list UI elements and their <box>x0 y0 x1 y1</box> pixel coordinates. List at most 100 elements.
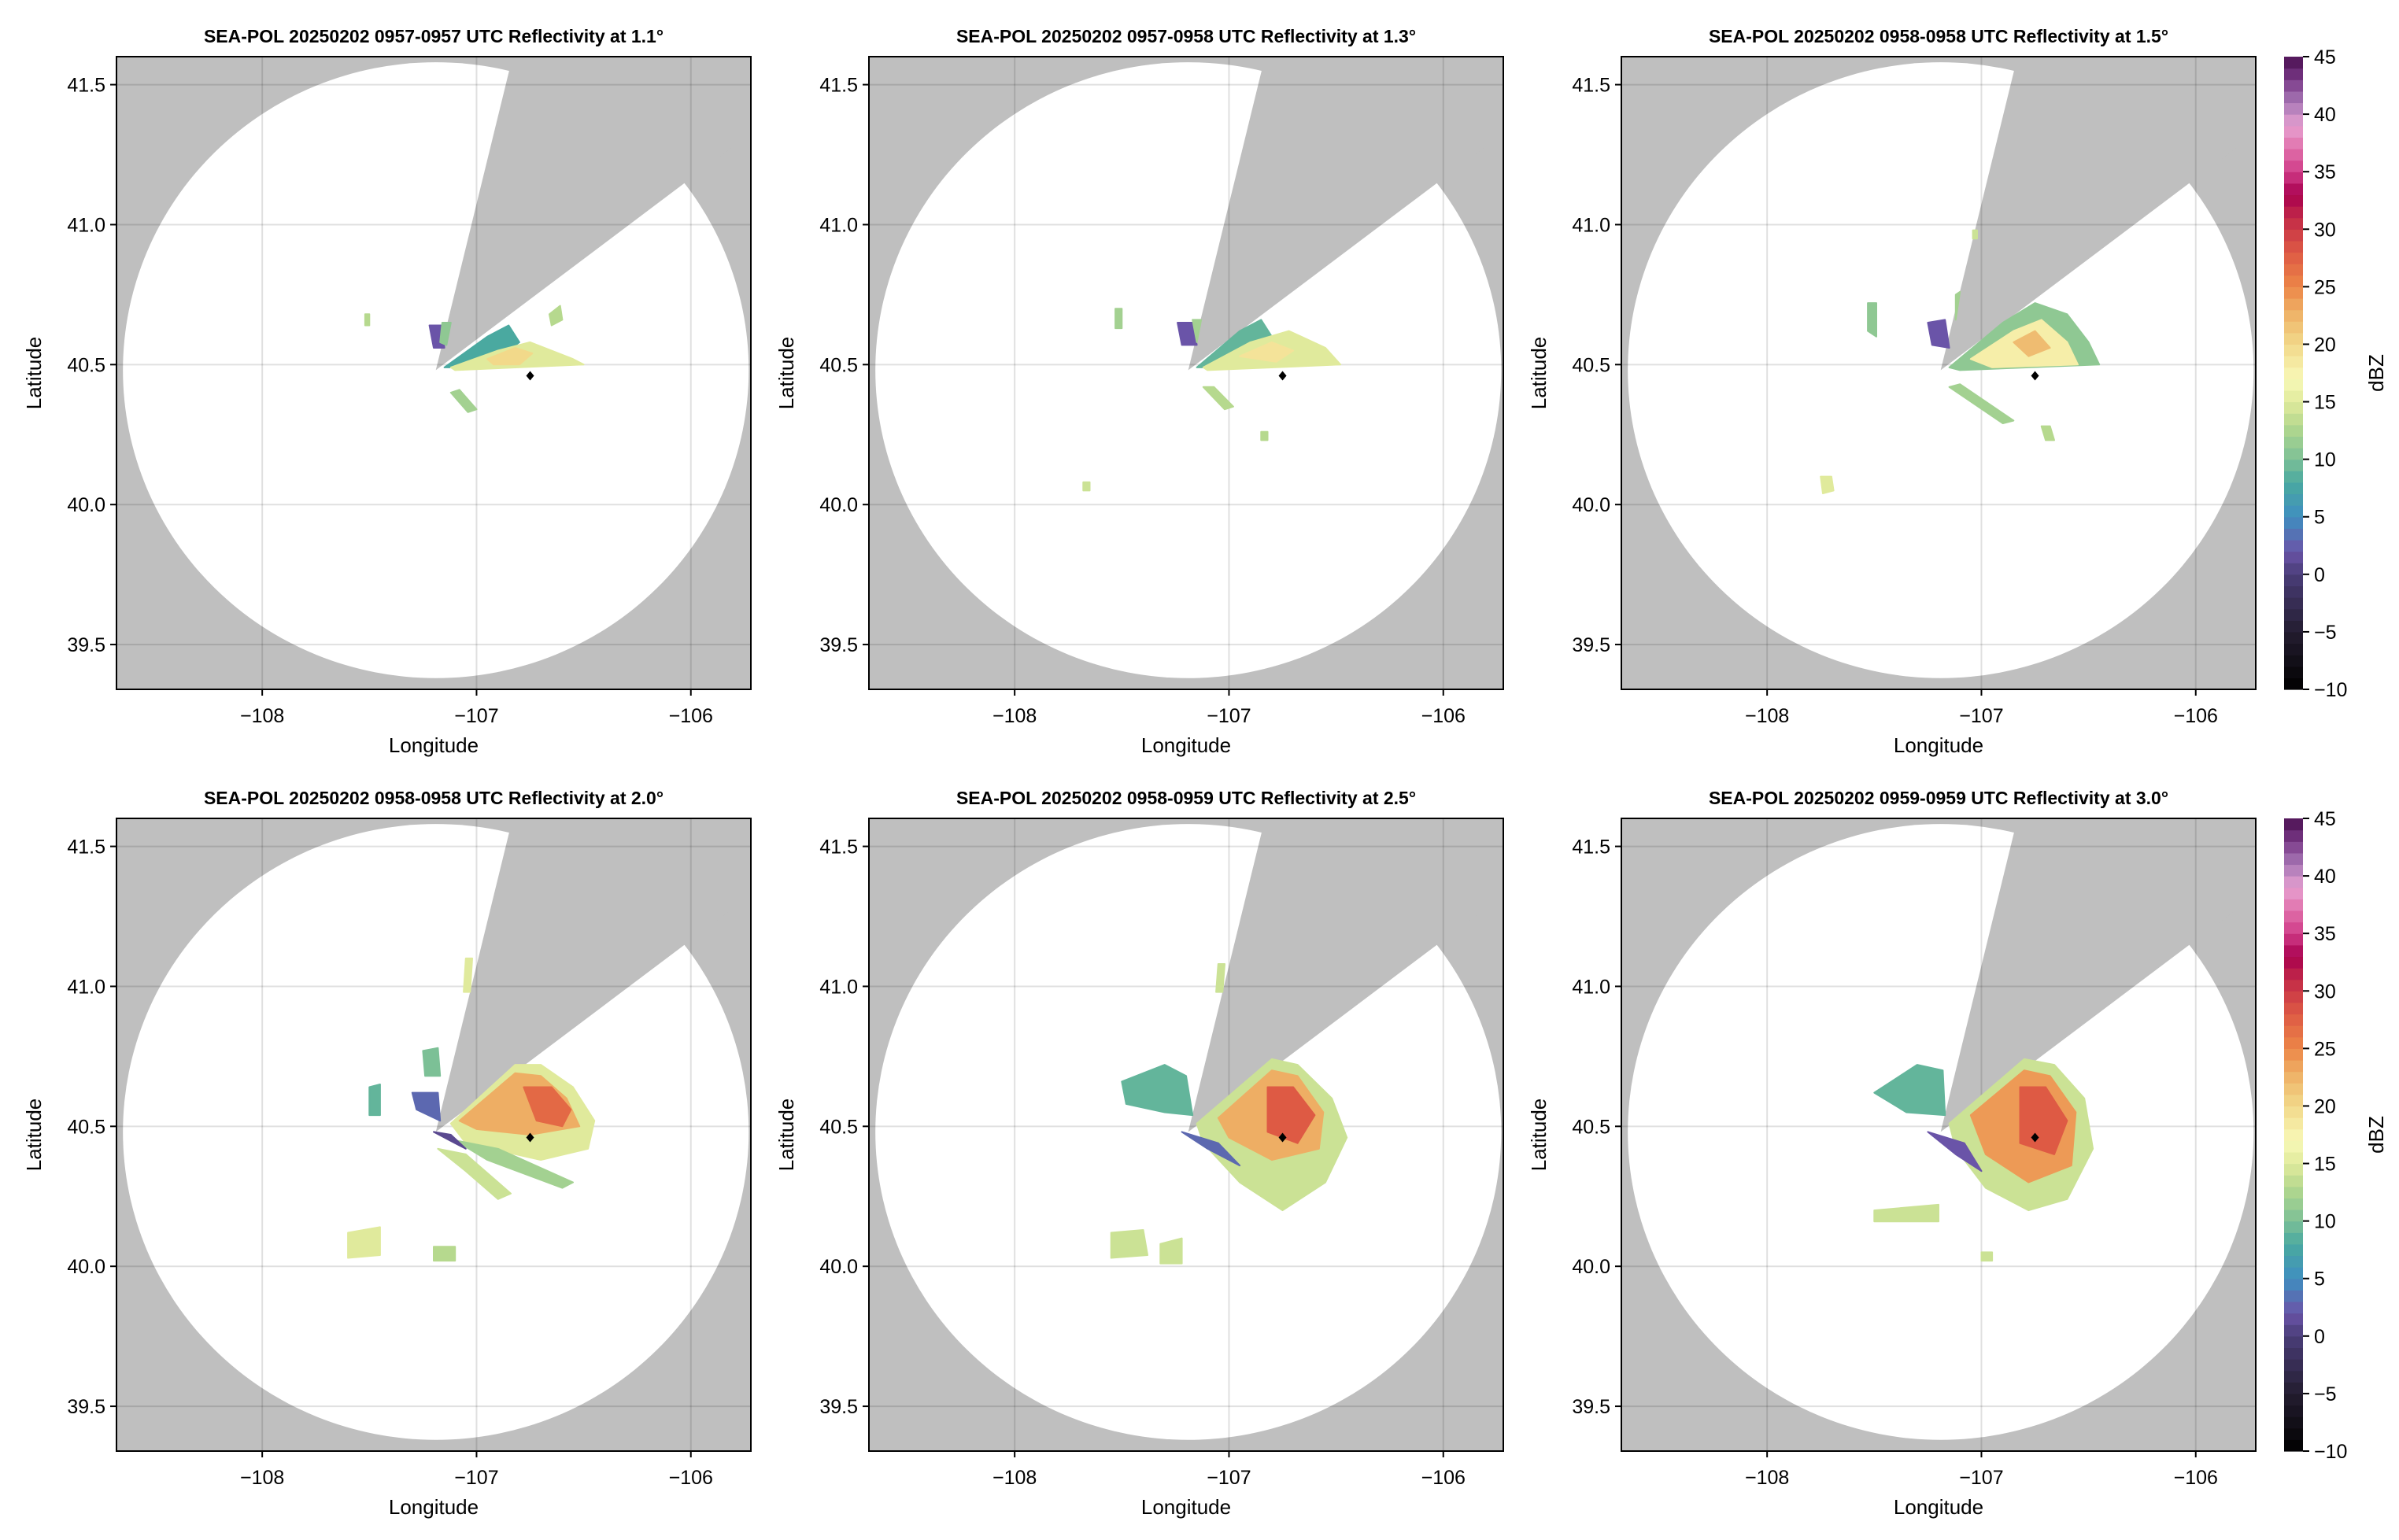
colorbar-bin <box>2284 608 2303 621</box>
reflectivity-echo <box>1972 229 1978 240</box>
x-tick-label: −106 <box>2174 1467 2218 1489</box>
colorbar-bin <box>2284 968 2303 981</box>
x-axis-label: Longitude <box>1141 1495 1231 1519</box>
colorbar-bin <box>2284 1347 2303 1360</box>
x-axis-label: Longitude <box>389 733 479 757</box>
reflectivity-echo <box>1114 308 1123 330</box>
colorbar-bin <box>2284 979 2303 992</box>
site-marker <box>526 1132 534 1143</box>
colorbar-bin <box>2284 1313 2303 1325</box>
panel-title: SEA-POL 20250202 0958-0958 UTC Reflectiv… <box>204 788 664 808</box>
colorbar-bin <box>2284 1393 2303 1406</box>
colorbar-bin <box>2284 57 2303 69</box>
colorbar-tick-label: 30 <box>2314 981 2336 1003</box>
reflectivity-echo <box>1202 386 1234 411</box>
colorbar-bin <box>2284 206 2303 219</box>
colorbar-bin <box>2284 829 2303 842</box>
site-marker <box>1278 1132 1287 1143</box>
colorbar-bin <box>2284 102 2303 115</box>
colorbar-bin <box>2284 852 2303 866</box>
y-tick-label: 39.5 <box>67 1396 105 1418</box>
reflectivity-echo <box>1159 1237 1183 1265</box>
colorbar-tick-label: −10 <box>2314 679 2347 701</box>
plot-area <box>1621 57 2256 689</box>
x-tick-label: −108 <box>992 705 1037 727</box>
colorbar-bin <box>2284 887 2303 899</box>
colorbar-bin <box>2284 574 2303 587</box>
reflectivity-echo <box>549 305 564 327</box>
colorbar-bin <box>2284 505 2303 518</box>
x-tick-label: −106 <box>669 705 713 727</box>
x-tick-label: −106 <box>2174 705 2218 727</box>
colorbar-bin <box>2284 1243 2303 1257</box>
colorbar-bin <box>2284 539 2303 552</box>
reflectivity-echo <box>523 1086 572 1128</box>
x-axis-label: Longitude <box>1894 733 1983 757</box>
colorbar-bin <box>2284 482 2303 495</box>
colorbar-bin <box>2284 252 2303 264</box>
colorbar-bin <box>2284 1278 2303 1291</box>
colorbar-bin <box>2284 655 2303 667</box>
panel-title: SEA-POL 20250202 0959-0959 UTC Reflectiv… <box>1709 788 2168 808</box>
colorbar-bin <box>2284 493 2303 506</box>
colorbar-bin <box>2284 1359 2303 1372</box>
colorbar-bin <box>2284 79 2303 92</box>
y-tick-label: 39.5 <box>819 1396 858 1418</box>
colorbar-bin <box>2284 321 2303 334</box>
site-marker <box>2031 1132 2039 1143</box>
colorbar-bin <box>2284 68 2303 80</box>
y-axis-label: Latitude <box>774 337 798 410</box>
blocked-sector <box>435 57 751 371</box>
colorbar-bin <box>2284 229 2303 242</box>
reflectivity-echo <box>1121 1064 1194 1117</box>
colorbar-bin <box>2284 1301 2303 1314</box>
x-tick-label: −106 <box>1421 1467 1466 1489</box>
x-tick-label: −106 <box>669 1467 713 1489</box>
colorbar-bin <box>2284 563 2303 575</box>
colorbar-bin <box>2284 1290 2303 1302</box>
y-tick-label: 40.0 <box>1572 494 1610 516</box>
reflectivity-echo <box>433 1246 457 1262</box>
reflectivity-echo <box>364 313 371 327</box>
plot-area <box>869 818 1503 1451</box>
x-tick-label: −108 <box>1745 705 1789 727</box>
reflectivity-echo <box>1192 319 1203 343</box>
colorbar-bin <box>2284 344 2303 356</box>
colorbar-tick-label: 40 <box>2314 104 2336 126</box>
colorbar-bin <box>2284 1025 2303 1038</box>
colorbar-bin <box>2284 528 2303 541</box>
blocked-sector <box>1940 818 2256 1132</box>
panel-6: −108 −107 −106 39.5 40.0 40.5 41.0 41.5 Longitud… <box>1527 788 2257 1519</box>
plot-frame <box>116 818 752 1452</box>
plot-frame <box>868 56 1504 690</box>
y-axis-label: Latitude <box>1527 1099 1551 1172</box>
x-tick-label: −107 <box>454 705 498 727</box>
colorbar-bin <box>2284 585 2303 598</box>
x-axis-label: Longitude <box>1894 1495 1983 1519</box>
colorbar-bin <box>2284 379 2303 391</box>
reflectivity-echo <box>1266 1086 1316 1144</box>
y-tick-label: 41.0 <box>67 976 105 998</box>
x-tick-label: −107 <box>1207 1467 1251 1489</box>
colorbar-bin <box>2284 264 2303 276</box>
colorbar-bin <box>2284 631 2303 644</box>
reflectivity-echo <box>1927 1131 1983 1173</box>
colorbar-bin <box>2284 1186 2303 1198</box>
colorbar-bin <box>2284 356 2303 368</box>
colorbar-bin <box>2284 160 2303 172</box>
colorbar-2: −10 −5 0 5 10 15 20 25 30 35 40 45 dBZ <box>2284 808 2388 1463</box>
colorbar-bin <box>2284 183 2303 196</box>
colorbar-bin <box>2284 1267 2303 1280</box>
colorbar-bin <box>2284 1382 2303 1394</box>
reflectivity-echo <box>1260 430 1269 441</box>
colorbar-bin <box>2284 876 2303 888</box>
colorbar-bin <box>2284 910 2303 923</box>
blocked-sector <box>1188 57 1503 371</box>
reflectivity-echo <box>437 1147 512 1200</box>
colorbar-bin <box>2284 1128 2303 1141</box>
colorbar-bin <box>2284 1335 2303 1349</box>
colorbar-bin <box>2284 424 2303 437</box>
colorbar-bin <box>2284 1163 2303 1176</box>
x-tick-label: −107 <box>1959 705 2003 727</box>
x-tick-label: −108 <box>1745 1467 1789 1489</box>
